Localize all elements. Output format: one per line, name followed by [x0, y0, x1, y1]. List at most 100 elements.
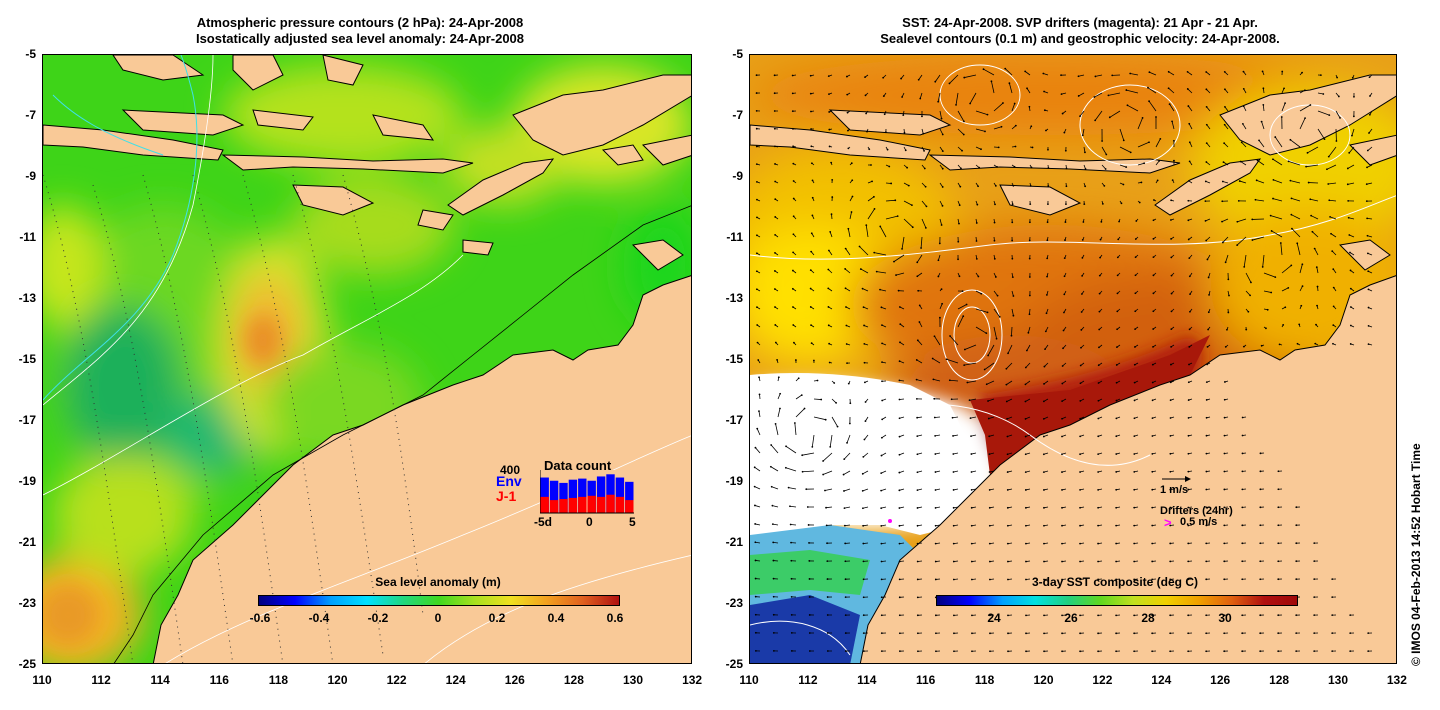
velocity-arrow-head: [1006, 524, 1009, 527]
velocity-arrow-head: [952, 489, 955, 491]
right-lon-tick: 130: [1327, 673, 1349, 687]
velocity-arrow-head: [1241, 578, 1244, 581]
velocity-arrow-head: [1082, 221, 1085, 223]
velocity-arrow: [1148, 100, 1157, 112]
velocity-arrow-head: [833, 382, 836, 384]
velocity-arrow-head: [1061, 524, 1063, 527]
velocity-arrow-head: [1013, 165, 1016, 168]
velocity-arrow-head: [1028, 313, 1031, 316]
velocity-arrow-head: [898, 524, 901, 527]
velocity-arrow-head: [1107, 94, 1110, 97]
velocity-arrow: [1252, 236, 1265, 241]
velocity-arrow-head: [773, 127, 776, 130]
velocity-arrow-head: [863, 324, 865, 327]
velocity-arrow-head: [774, 233, 777, 236]
velocity-arrow: [802, 470, 815, 473]
velocity-arrow-head: [1007, 578, 1009, 581]
velocity-arrow: [874, 252, 887, 256]
velocity-arrow-head: [1000, 125, 1003, 128]
velocity-arrow-head: [1270, 230, 1273, 232]
env-count-bar: [559, 482, 568, 513]
velocity-arrow-head: [1295, 524, 1298, 527]
velocity-arrow: [1006, 380, 1013, 385]
velocity-arrow-head: [1133, 506, 1136, 509]
velocity-arrow-head: [1134, 292, 1137, 295]
velocity-arrow-head: [1332, 286, 1335, 289]
velocity-arrow-head: [1061, 650, 1063, 653]
velocity-arrow-head: [1151, 363, 1154, 366]
velocity-arrow-head: [811, 179, 814, 182]
velocity-arrow-head: [917, 289, 920, 292]
velocity-arrow-head: [1097, 542, 1100, 545]
velocity-arrow-head: [811, 445, 814, 448]
velocity-arrow-head: [1301, 285, 1304, 288]
velocity-arrow-head: [1290, 264, 1293, 267]
velocity-arrow: [1188, 105, 1193, 112]
velocity-arrow-head: [774, 216, 777, 218]
env-count-bar: [596, 476, 606, 513]
left-lon-tick: 122: [386, 673, 407, 687]
velocity-arrow-head: [1027, 331, 1030, 334]
velocity-arrow-head: [879, 288, 881, 291]
geostrophic-velocity-arrows: [753, 67, 1373, 653]
velocity-arrow-head: [1024, 435, 1027, 438]
velocity-arrow-head: [1147, 86, 1149, 89]
velocity-arrow: [885, 215, 898, 220]
velocity-arrow-head: [1260, 344, 1263, 347]
velocity-arrow-head: [1098, 346, 1100, 349]
velocity-arrow-head: [971, 614, 973, 617]
cloud-mask: [750, 373, 990, 535]
velocity-arrow-head: [880, 650, 883, 653]
velocity-arrow-head: [1116, 328, 1119, 331]
velocity-arrow-head: [1188, 363, 1190, 366]
velocity-arrow-head: [880, 632, 883, 635]
velocity-arrow-head: [1205, 88, 1208, 91]
velocity-arrow-head: [1242, 105, 1245, 108]
velocity-arrow: [1245, 290, 1251, 296]
velocity-arrow: [967, 380, 977, 383]
velocity-arrow-head: [1205, 161, 1208, 163]
velocity-arrow-head: [1347, 216, 1350, 219]
velocity-arrow-head: [1079, 614, 1081, 617]
velocity-arrow-head: [916, 435, 919, 438]
velocity-arrow-head: [790, 650, 793, 652]
sst-map[interactable]: [749, 54, 1397, 664]
velocity-arrow-head: [754, 504, 756, 507]
velocity-arrow-head: [915, 359, 918, 361]
velocity-arrow-head: [792, 233, 795, 236]
velocity-arrow-head: [829, 230, 832, 233]
velocity-arrow-head: [1223, 434, 1226, 437]
velocity-arrow-head: [755, 127, 758, 130]
velocity-arrow-head: [828, 342, 831, 345]
velocity-arrow: [829, 231, 833, 238]
velocity-arrow-head: [825, 524, 828, 527]
velocity-arrow-head: [1080, 293, 1083, 295]
velocity-arrow-head: [1043, 524, 1045, 527]
velocity-arrow: [1243, 254, 1247, 267]
velocity-arrow-head: [940, 224, 943, 226]
velocity-arrow-head: [1152, 274, 1155, 277]
sea-level-anomaly-map[interactable]: [42, 54, 692, 664]
velocity-arrow-head: [1316, 285, 1319, 288]
velocity-arrow-head: [771, 504, 774, 507]
velocity-arrow-head: [1151, 542, 1154, 545]
velocity-arrow-head: [1205, 123, 1208, 126]
velocity-arrow-head: [1097, 524, 1100, 527]
velocity-arrow: [937, 92, 941, 102]
velocity-arrow-head: [831, 196, 834, 198]
velocity-arrow: [822, 470, 833, 475]
velocity-arrow-head: [880, 507, 883, 510]
velocity-arrow-head: [1097, 488, 1100, 491]
velocity-arrow: [1241, 142, 1247, 148]
velocity-arrow-head: [1274, 276, 1277, 279]
velocity-arrow-head: [1291, 227, 1293, 230]
velocity-arrow-head: [851, 195, 854, 198]
velocity-arrow: [1263, 290, 1272, 293]
velocity-arrow-head: [1169, 614, 1172, 617]
velocity-arrow: [1025, 362, 1031, 368]
velocity-arrow-head: [1097, 453, 1100, 456]
velocity-arrow-head: [1094, 75, 1097, 78]
velocity-arrow-head: [1265, 327, 1267, 330]
j1-count-bar: [559, 499, 568, 513]
velocity-arrow-head: [808, 650, 811, 652]
